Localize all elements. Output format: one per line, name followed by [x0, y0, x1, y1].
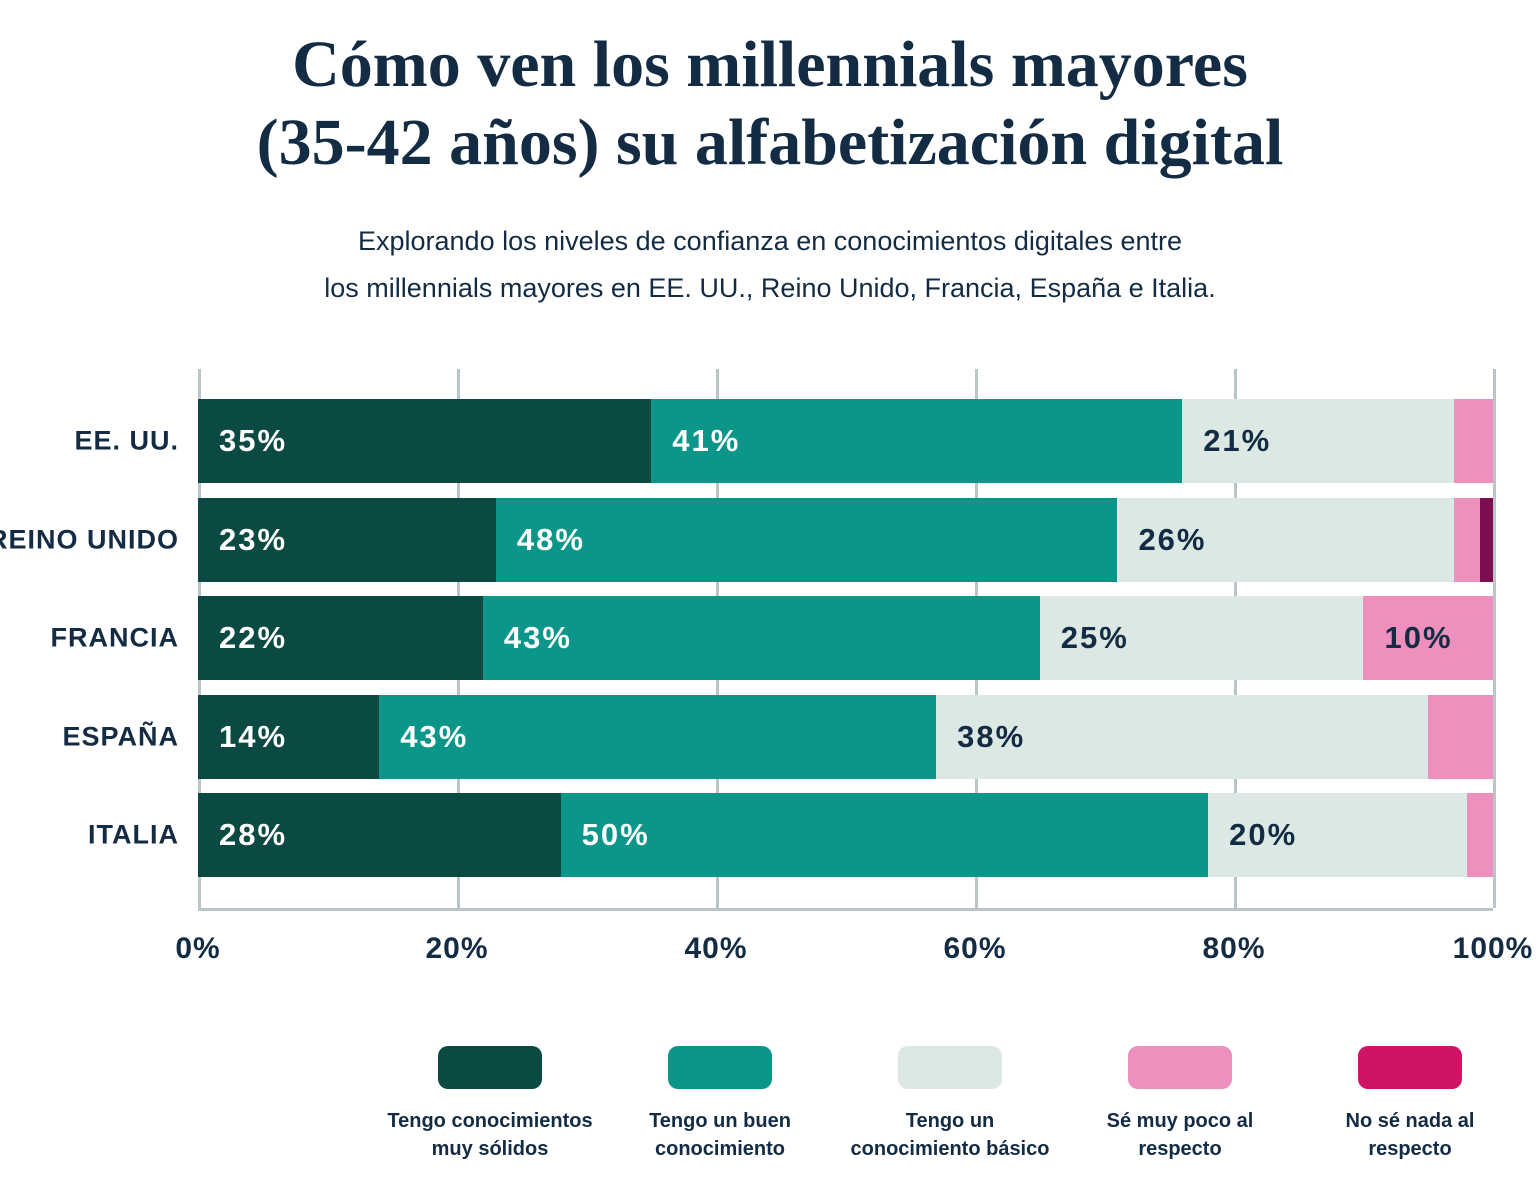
bar-segment — [1454, 497, 1481, 582]
bar-value-label: 26% — [1138, 521, 1207, 557]
legend-swatch — [438, 1046, 542, 1089]
bar-value-label: 28% — [219, 817, 288, 852]
bar-segment — [1467, 793, 1493, 877]
legend-label-line: respecto — [1138, 1138, 1222, 1161]
bar-value-label: 21% — [1203, 423, 1272, 458]
legend-label-line: Sé muy poco al — [1106, 1110, 1254, 1132]
bar-segment: 38% — [936, 694, 1429, 779]
bar-segment: 48% — [495, 497, 1118, 582]
bar-value-label: 10% — [1384, 620, 1453, 655]
chart-subtitle-line-2: los millennials mayores en EE. UU., Rein… — [324, 273, 1216, 304]
bar-value-label: 20% — [1229, 817, 1298, 852]
bar-value-label: 43% — [400, 718, 469, 754]
bar-value-label: 41% — [672, 423, 741, 458]
bar-row: ITALIA 28% 50% 20% — [88, 793, 1493, 877]
bar-segment: 43% — [482, 596, 1040, 680]
bar-row: EE. UU. 35% 41% 21% — [74, 399, 1493, 483]
legend-item: No sé nada al respecto — [1295, 1046, 1525, 1164]
legend-label-line: Tengo un — [905, 1110, 995, 1132]
bar-segment: 41% — [651, 399, 1183, 483]
bar-value-label: 48% — [516, 521, 585, 557]
chart-title-line-2: (35-42 años) su alfabetización digital — [256, 105, 1284, 179]
bar-segment: 14% — [198, 694, 380, 779]
legend-item: Tengo un buen conocimiento — [605, 1046, 835, 1164]
chart-title: Cómo ven los millennials mayores (35-42 … — [0, 26, 1540, 182]
bar-segment: 10% — [1363, 596, 1493, 680]
legend-item: Tengo conocimientos muy sólidos — [375, 1046, 605, 1164]
chart-title-line-1: Cómo ven los millennials mayores — [292, 28, 1248, 101]
legend-label: No sé nada al respecto — [1346, 1107, 1475, 1164]
legend-swatch — [1358, 1046, 1462, 1089]
legend: Tengo conocimientos muy sólidos Tengo un b… — [375, 1046, 1525, 1164]
bar-value-label: 38% — [957, 718, 1026, 754]
legend-label: Tengo un buen conocimiento — [649, 1107, 791, 1164]
bar-value-label: 35% — [219, 423, 288, 458]
legend-swatch — [668, 1046, 772, 1089]
legend-swatch — [1128, 1046, 1232, 1089]
bar-segment: 28% — [198, 793, 561, 877]
x-tick-label: 60% — [943, 932, 1007, 965]
bar-segment: 21% — [1182, 399, 1455, 483]
bar-value-label: 43% — [503, 620, 572, 655]
bar-segment: 23% — [198, 497, 496, 582]
legend-label-line: Tengo conocimientos — [387, 1110, 593, 1132]
bar-row: REINO UNIDO 23% 48% 26% — [0, 497, 1493, 582]
category-label: ESPAÑA — [62, 721, 179, 751]
chart-subtitle: Explorando los niveles de confianza en c… — [0, 218, 1540, 313]
x-tick-label: 20% — [425, 932, 489, 965]
legend-label: Tengo un conocimiento básico — [851, 1107, 1050, 1164]
bar-row: FRANCIA 22% 43% 25% 10% — [51, 596, 1493, 680]
plot-area: 0% 20% 40% 60% 80% 100% EE. UU. 35% 41% 21% REINO … — [0, 369, 1532, 965]
bar-segment: 22% — [198, 596, 483, 680]
bar-value-label: 23% — [219, 521, 288, 557]
legend-label-line: conocimiento — [654, 1138, 785, 1161]
bar-row: ESPAÑA 14% 43% 38% — [62, 694, 1493, 779]
legend-label-line: conocimiento básico — [850, 1138, 1050, 1161]
bar-segment: 26% — [1117, 497, 1455, 582]
legend-label-line: Tengo un buen — [649, 1110, 791, 1132]
legend-label: Sé muy poco al respecto — [1107, 1107, 1254, 1164]
legend-swatch — [898, 1046, 1002, 1089]
bar-segment: 25% — [1039, 596, 1364, 680]
bar-segment — [1454, 399, 1493, 483]
x-tick-label: 0% — [175, 932, 221, 965]
legend-label-line: respecto — [1368, 1138, 1452, 1161]
bar-value-label: 50% — [581, 817, 650, 852]
x-tick-label: 100% — [1452, 932, 1534, 965]
legend-label-line: muy sólidos — [431, 1138, 549, 1161]
bar-value-label: 22% — [219, 620, 288, 655]
x-tick-label: 80% — [1202, 932, 1266, 965]
category-label: ITALIA — [88, 819, 179, 850]
bar-segment: 35% — [198, 399, 652, 483]
category-label: FRANCIA — [50, 622, 179, 653]
x-tick-label: 40% — [684, 932, 748, 965]
category-label: REINO UNIDO — [0, 524, 179, 554]
bar-segment: 50% — [560, 793, 1209, 877]
bar-segment — [1480, 497, 1493, 582]
legend-item: Sé muy poco al respecto — [1065, 1046, 1295, 1164]
chart-subtitle-line-1: Explorando los niveles de confianza en c… — [357, 226, 1182, 256]
bar-segment — [1428, 694, 1493, 779]
legend-label-line: No sé nada al — [1345, 1110, 1475, 1132]
bar-segment: 20% — [1208, 793, 1468, 877]
legend-label: Tengo conocimientos muy sólidos — [387, 1107, 592, 1164]
bar-value-label: 25% — [1060, 620, 1129, 655]
bar-value-label: 14% — [219, 718, 288, 754]
gridline — [1493, 369, 1496, 908]
bar-segment: 43% — [379, 694, 937, 779]
category-label: EE. UU. — [74, 425, 179, 456]
legend-item: Tengo un conocimiento básico — [835, 1046, 1065, 1164]
